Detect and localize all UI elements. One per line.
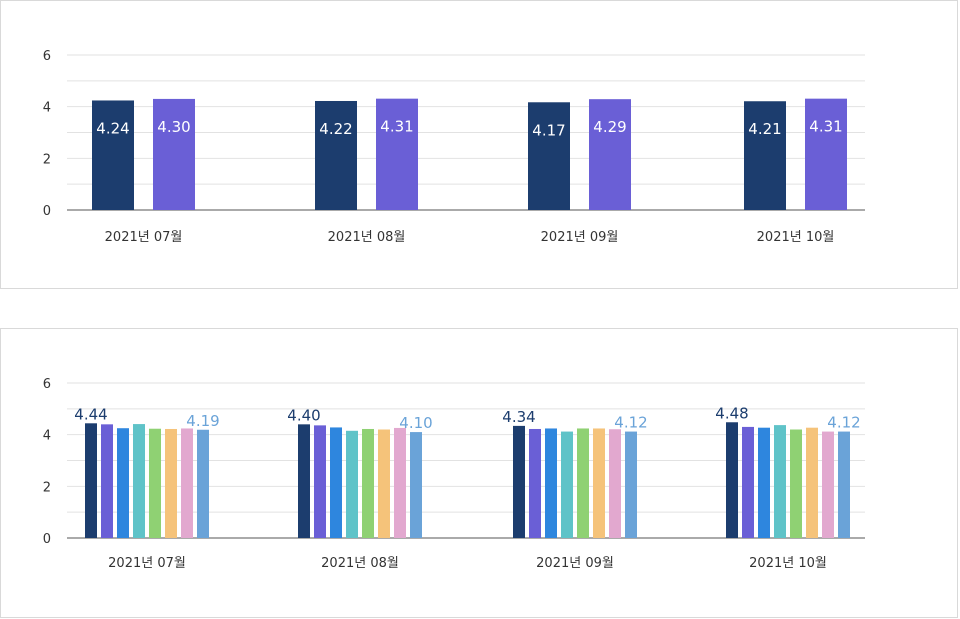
bar xyxy=(726,422,738,538)
data-label: 4.12 xyxy=(614,414,647,432)
x-tick-label: 2021년 07월 xyxy=(105,230,183,245)
bar xyxy=(133,424,145,538)
bar xyxy=(805,99,847,210)
bar xyxy=(314,425,326,538)
y-tick-label: 0 xyxy=(43,532,51,547)
y-tick-label: 0 xyxy=(43,204,51,219)
bar xyxy=(153,99,195,210)
bar xyxy=(197,430,209,538)
data-label: 4.30 xyxy=(157,118,190,136)
x-tick-label: 2021년 08월 xyxy=(328,230,406,245)
bar xyxy=(165,429,177,538)
data-label: 4.24 xyxy=(96,119,129,137)
bar xyxy=(410,432,422,538)
data-label: 4.22 xyxy=(319,120,352,138)
bar xyxy=(744,101,786,210)
data-label: 4.31 xyxy=(809,118,842,136)
y-tick-label: 6 xyxy=(43,377,51,392)
bar xyxy=(806,428,818,538)
y-tick-label: 4 xyxy=(43,429,51,444)
data-label: 4.34 xyxy=(502,408,535,426)
chart-panel-top: 0 2 4 6 4.24 4.30 2021년 07월 4.22 4.31 2021년 08월 4.… xyxy=(0,0,958,289)
bar xyxy=(742,427,754,538)
bar xyxy=(378,430,390,539)
bar xyxy=(315,101,357,210)
data-label: 4.48 xyxy=(715,404,748,422)
bar xyxy=(376,99,418,210)
bar-chart-top: 0 2 4 6 4.24 4.30 2021년 07월 4.22 4.31 2021년 08월 4.… xyxy=(1,1,959,290)
bar xyxy=(545,428,557,538)
bar xyxy=(561,432,573,538)
bar xyxy=(625,432,637,538)
data-label: 4.21 xyxy=(748,120,781,138)
chart-panel-bottom: 0 2 4 6 4.44 4.19 2021년 07월 4.40 4.10 2021년 08월 4.… xyxy=(0,328,958,618)
y-tick-label: 6 xyxy=(43,49,51,64)
data-label: 4.12 xyxy=(827,414,860,432)
bar xyxy=(822,432,834,538)
data-label: 4.40 xyxy=(287,406,320,424)
data-label: 4.29 xyxy=(593,118,626,136)
bar xyxy=(330,427,342,538)
bar-chart-bottom: 0 2 4 6 4.44 4.19 2021년 07월 4.40 4.10 2021년 08월 4.… xyxy=(1,329,959,619)
bar xyxy=(346,431,358,538)
bar xyxy=(149,429,161,538)
data-label: 4.19 xyxy=(186,412,219,430)
data-label: 4.10 xyxy=(399,414,432,432)
bar xyxy=(529,429,541,538)
bar xyxy=(513,426,525,538)
y-tick-label: 4 xyxy=(43,101,51,116)
x-tick-label: 2021년 08월 xyxy=(321,556,399,571)
bar xyxy=(838,432,850,538)
x-tick-label: 2021년 10월 xyxy=(749,556,827,571)
data-label: 4.31 xyxy=(380,118,413,136)
bar xyxy=(181,428,193,538)
bar xyxy=(101,424,113,538)
bar xyxy=(593,428,605,538)
bar xyxy=(790,430,802,539)
bar xyxy=(92,100,134,210)
bar xyxy=(758,428,770,538)
x-tick-label: 2021년 09월 xyxy=(541,230,619,245)
bar xyxy=(774,425,786,538)
bar xyxy=(577,428,589,538)
data-label: 4.44 xyxy=(74,405,107,423)
y-tick-label: 2 xyxy=(43,480,51,495)
bar xyxy=(85,423,97,538)
bar xyxy=(394,428,406,538)
data-label: 4.17 xyxy=(532,121,565,139)
bar xyxy=(528,102,570,210)
bar xyxy=(609,429,621,538)
bar xyxy=(298,424,310,538)
bar xyxy=(589,99,631,210)
x-tick-label: 2021년 10월 xyxy=(757,230,835,245)
x-tick-label: 2021년 07월 xyxy=(108,556,186,571)
x-tick-label: 2021년 09월 xyxy=(536,556,614,571)
bar xyxy=(117,428,129,538)
bar xyxy=(362,429,374,538)
y-tick-label: 2 xyxy=(43,152,51,167)
